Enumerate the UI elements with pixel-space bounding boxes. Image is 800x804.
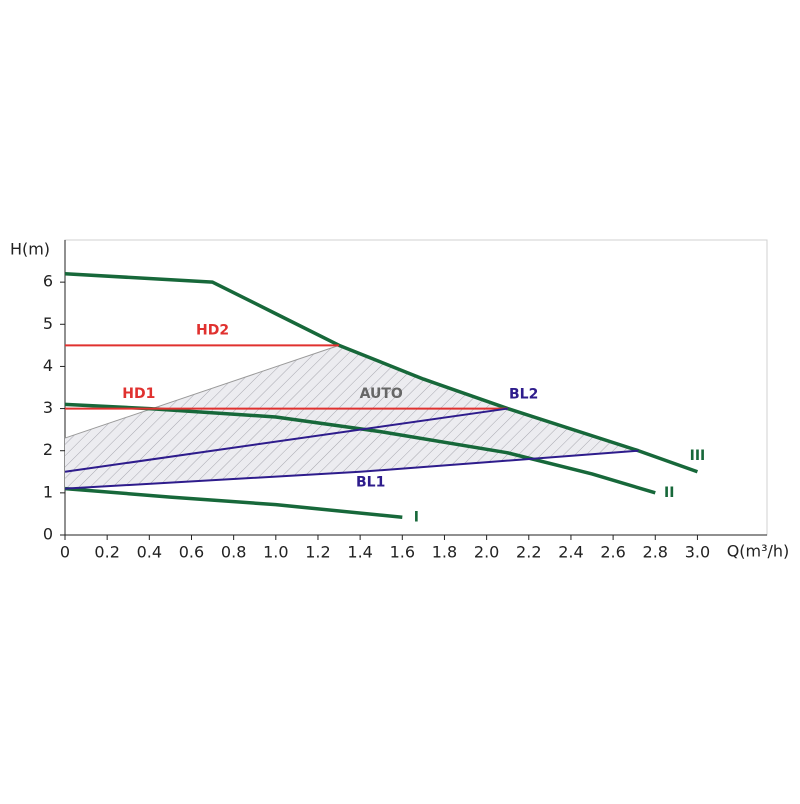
series-label: II — [664, 485, 674, 501]
x-axis-label: Q(m³/h) — [727, 542, 790, 561]
series-label: BL2 — [509, 387, 538, 403]
series-label: BL1 — [356, 474, 385, 490]
x-tick-label: 2.4 — [558, 543, 583, 562]
y-tick-label: 6 — [43, 272, 53, 291]
auto-area — [65, 345, 639, 489]
x-tick-label: 0.2 — [94, 543, 119, 562]
series-label: AUTO — [360, 386, 403, 402]
x-tick-label: 0.4 — [137, 543, 162, 562]
x-tick-label: 1.0 — [263, 543, 288, 562]
auto-edge — [64, 344, 340, 439]
y-tick-label: 2 — [43, 440, 53, 459]
x-tick-label: 1.4 — [347, 543, 372, 562]
x-tick-label: 1.8 — [432, 543, 457, 562]
curve — [64, 486, 403, 520]
y-tick-label: 5 — [43, 314, 53, 333]
x-tick-label: 1.2 — [305, 543, 330, 562]
x-tick-label: 2.8 — [643, 543, 668, 562]
x-tick-label: 2.6 — [600, 543, 625, 562]
y-tick-label: 3 — [43, 398, 53, 417]
y-tick-label: 0 — [43, 525, 53, 544]
y-tick-label: 4 — [43, 356, 53, 375]
x-tick-label: 2.2 — [516, 543, 541, 562]
series-label: HD2 — [196, 323, 229, 339]
curve — [64, 449, 639, 490]
x-tick-label: 0.6 — [179, 543, 204, 562]
series-label: III — [690, 448, 706, 464]
x-tick-label: 0 — [60, 543, 70, 562]
series-label: HD1 — [122, 386, 155, 402]
y-tick-label: 1 — [43, 482, 53, 501]
curve — [64, 407, 508, 473]
curve — [64, 271, 699, 474]
x-tick-label: 3.0 — [685, 543, 710, 562]
series-label: I — [414, 509, 419, 525]
x-tick-label: 2.0 — [474, 543, 499, 562]
x-tick-label: 0.8 — [221, 543, 246, 562]
y-axis-label: H(m) — [10, 240, 50, 259]
x-tick-label: 1.6 — [390, 543, 415, 562]
